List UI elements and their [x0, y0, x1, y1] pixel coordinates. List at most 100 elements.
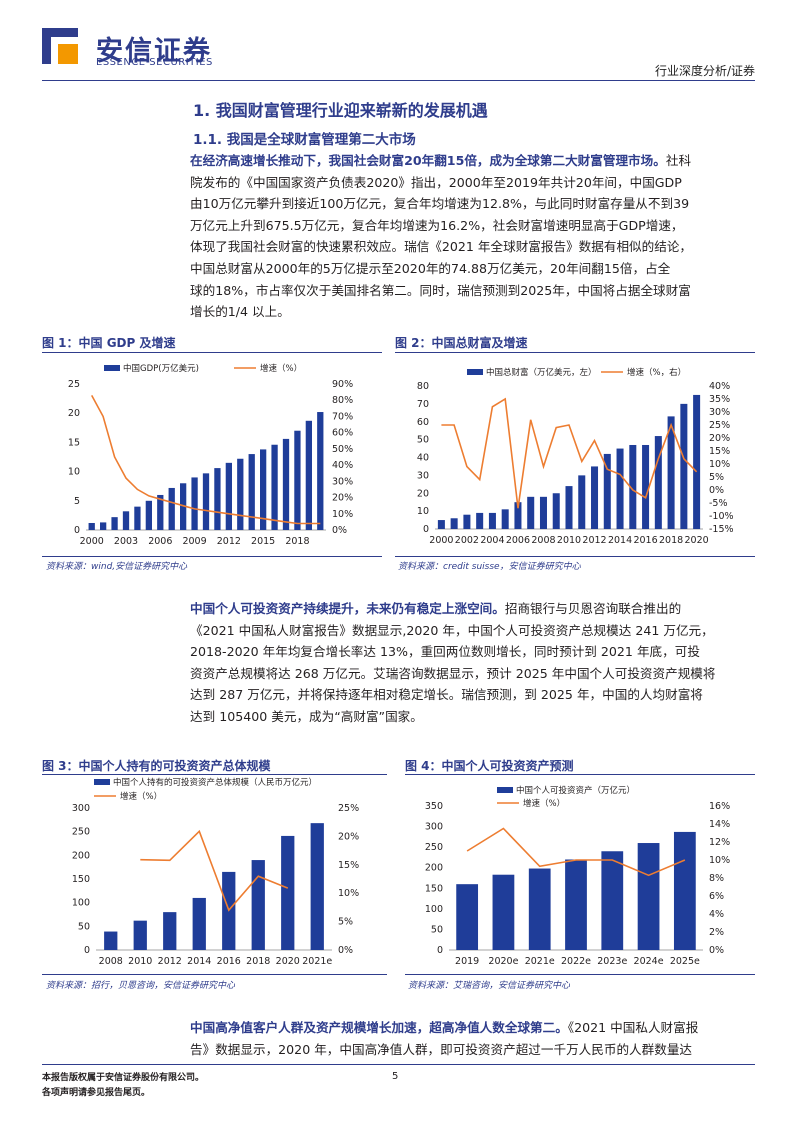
- y-right-tick-label: 80%: [332, 395, 353, 406]
- y-left-tick-label: 80: [417, 381, 429, 392]
- text-line: 中国总财富从2000年的5万亿提示至2020年的74.88万亿美元，20年间翻1…: [190, 260, 671, 276]
- y-left-tick-label: 350: [425, 801, 443, 812]
- text-line: 《2021 中国私人财富报告》数据显示,2020 年，中国个人可投资资产总规模达…: [190, 622, 714, 638]
- x-tick-label: 2012: [217, 536, 241, 547]
- figure-3-rule: [42, 774, 387, 775]
- x-tick-label: 2014: [608, 535, 632, 546]
- footer-disclaimer: 各项声明请参见报告尾页。: [42, 1088, 151, 1098]
- bar: [271, 444, 278, 530]
- text-line: 达到 287 万亿元，并将保持逐年相对稳定增长。瑞信预测，到 2025 年，中国…: [190, 687, 703, 703]
- bar: [463, 514, 471, 529]
- bar: [180, 483, 187, 530]
- bar: [317, 412, 324, 530]
- x-tick-label: 2002: [455, 535, 479, 546]
- figure-2-chart: 中国总财富（万亿美元，左） 增速（%，右） 0 10 20 30 40 50 60 70 80 -15…: [417, 367, 734, 546]
- legend-swatch-bar: [104, 365, 120, 371]
- y-right-tick-label: 10%: [332, 509, 353, 520]
- y-left-tick-label: 50: [431, 924, 443, 935]
- y-right-tick-label: 30%: [332, 476, 353, 487]
- bar: [163, 912, 177, 950]
- legend-swatch-bar: [497, 787, 513, 793]
- y-left-tick-label: 150: [425, 883, 443, 894]
- y-left-tick-label: 40: [417, 453, 429, 464]
- bar: [565, 486, 573, 529]
- y-right-tick-label: 2%: [709, 927, 724, 938]
- y-right-tick-label: -15%: [709, 524, 734, 535]
- y-left-tick-label: 60: [417, 417, 429, 428]
- y-right-tick-label: 25%: [338, 803, 359, 814]
- legend-label-line: 增速（%，右）: [627, 367, 686, 378]
- section-heading: 1. 我国财富管理行业迎来崭新的发展机遇: [193, 101, 488, 120]
- y-right-tick-label: -10%: [709, 511, 734, 522]
- y-right-tick-label: 0%: [332, 525, 347, 536]
- legend-swatch-bar: [467, 369, 483, 375]
- x-tick-label: 2015: [251, 536, 275, 547]
- bar: [565, 859, 587, 950]
- header-rule: [42, 80, 755, 81]
- bar: [133, 920, 147, 950]
- y-right-tick-label: 10%: [709, 459, 730, 470]
- figure-1-chart: 中国GDP(万亿美元) 增速（%） 0 5 10 15 20 25 0% 10% 20% 30% 40%…: [68, 363, 353, 547]
- paragraph-lead: 中国高净值客户人群及资产规模增长加速，超高净值人数全球第二。: [190, 1020, 568, 1035]
- x-tick-label: 2021e: [302, 956, 332, 967]
- bar: [642, 444, 650, 529]
- y-left-tick-label: 5: [74, 496, 80, 507]
- y-right-tick-label: 10%: [338, 888, 359, 899]
- y-right-tick-label: 15%: [338, 860, 359, 871]
- y-right-tick-label: 10%: [709, 855, 730, 866]
- x-tick-label: 2024e: [634, 956, 664, 967]
- bar: [281, 835, 295, 950]
- y-right-tick-label: 30%: [709, 407, 730, 418]
- y-right-tick-label: 20%: [338, 831, 359, 842]
- x-tick-label: 2020e: [488, 956, 518, 967]
- bar: [145, 500, 152, 530]
- bar: [450, 518, 458, 529]
- x-tick-label: 2016: [217, 956, 241, 967]
- x-tick-label: 2010: [557, 535, 581, 546]
- bar: [456, 884, 479, 950]
- y-left-tick-label: 10: [417, 506, 429, 517]
- y-right-tick-label: 4%: [709, 909, 724, 920]
- y-right-tick-label: 8%: [709, 873, 724, 884]
- y-left-tick-label: 70: [417, 399, 429, 410]
- x-tick-label: 2000: [429, 535, 453, 546]
- figure-4-title: 图 4：中国个人可投资资产预测: [405, 759, 574, 773]
- page-number: 5: [392, 1071, 399, 1082]
- y-left-tick-label: 250: [425, 842, 443, 853]
- paragraph-lead: 中国个人可投资资产持续提升，未来仍有稳定上涨空间。: [190, 601, 505, 616]
- y-left-tick-label: 50: [417, 435, 429, 446]
- bar: [476, 512, 484, 529]
- text-line: 增长的1/4 以上。: [190, 304, 290, 320]
- bar: [157, 494, 164, 530]
- figure-2-rule: [395, 352, 755, 353]
- figure-1-bottom-rule: [42, 556, 382, 557]
- y-right-tick-label: 0%: [709, 945, 724, 956]
- bar: [437, 520, 445, 529]
- y-left-tick-label: 200: [72, 850, 90, 861]
- y-right-tick-label: 20%: [709, 433, 730, 444]
- bar: [111, 517, 118, 530]
- bar: [168, 487, 175, 530]
- bar: [100, 522, 107, 530]
- bar: [294, 430, 301, 530]
- bar: [488, 512, 496, 529]
- bar: [104, 931, 118, 950]
- y-left-tick-label: 0: [437, 945, 443, 956]
- text-line: 2018-2020 年年均复合增长率达 13%，重回两位数则增长，同时预计到 2…: [190, 644, 700, 660]
- paragraph-hnwi: 中国高净值客户人群及资产规模增长加速，超高净值人数全球第二。《2021 中国私人…: [190, 1017, 754, 1060]
- text-line: 院发布的《中国国家资产负债表2020》指出，2000年至2019年共计20年间，…: [190, 174, 682, 190]
- bar: [527, 496, 535, 529]
- x-tick-label: 2021e: [525, 956, 555, 967]
- text-line: 万亿元上升到675.5万亿元，复合年均增速为16.2%，社会财富增速明显高于GD…: [190, 217, 684, 233]
- y-left-tick-label: 150: [72, 874, 90, 885]
- bar: [134, 506, 141, 530]
- y-right-tick-label: 50%: [332, 444, 353, 455]
- footer-rule: [42, 1064, 755, 1065]
- y-left-tick-label: 100: [72, 898, 90, 909]
- figure-4-source: 资料来源：艾瑞咨询，安信证券研究中心: [408, 981, 571, 991]
- bar: [667, 416, 675, 529]
- y-right-tick-label: 12%: [709, 837, 730, 848]
- x-tick-label: 2018: [659, 535, 683, 546]
- bar: [578, 475, 586, 529]
- legend-swatch-bar: [94, 779, 110, 785]
